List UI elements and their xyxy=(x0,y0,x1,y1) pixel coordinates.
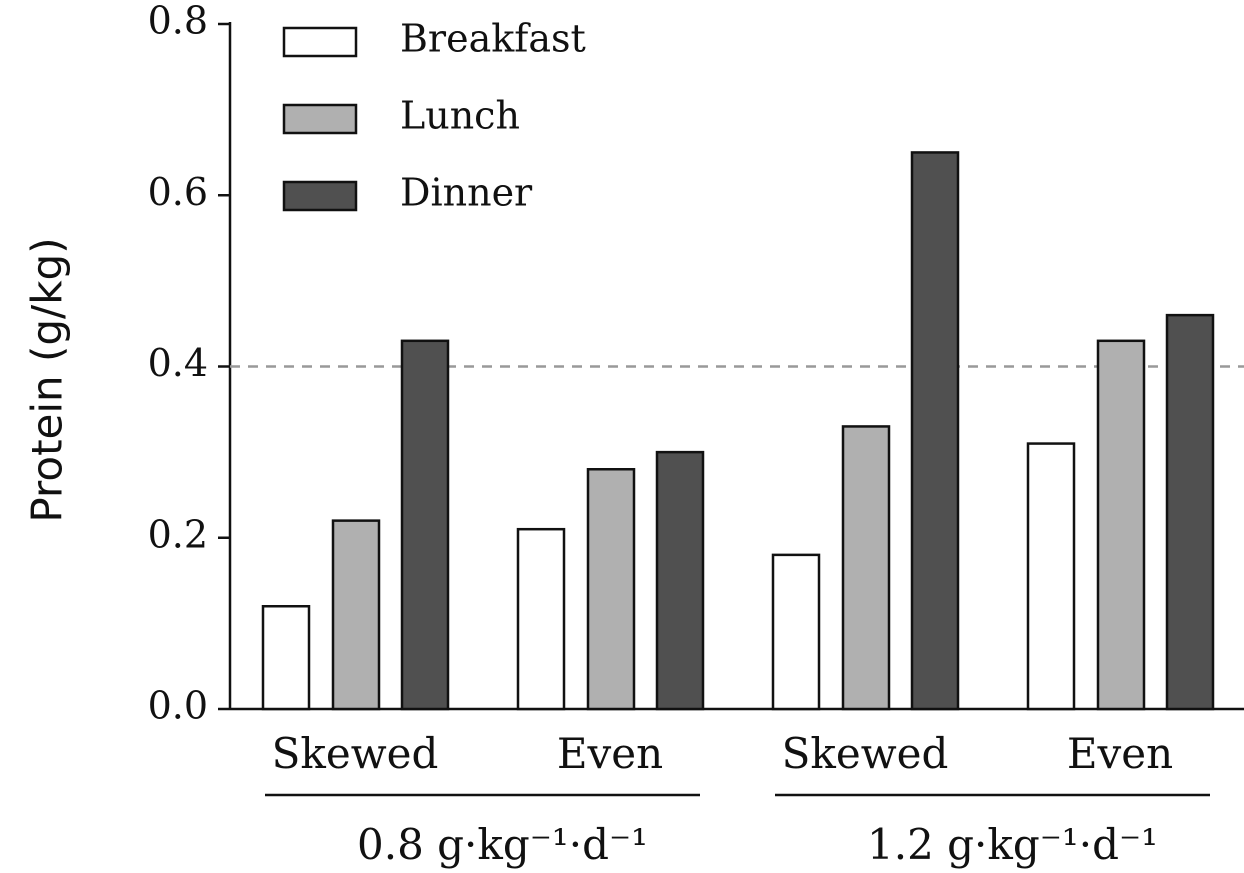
x-tick-label: Skewed xyxy=(782,729,949,778)
bar xyxy=(1165,313,1215,711)
x-tick-label: Even xyxy=(557,729,663,778)
bar xyxy=(1026,442,1076,711)
legend-label: Dinner xyxy=(400,171,533,215)
bar xyxy=(771,553,821,711)
bar xyxy=(841,425,891,711)
bar xyxy=(586,468,636,711)
legend-swatch xyxy=(282,103,358,135)
y-axis-title: Protein (g/kg) xyxy=(23,237,72,522)
x-tick-label: Even xyxy=(1067,729,1173,778)
bar xyxy=(910,151,960,711)
y-tick-label: 0.2 xyxy=(148,512,208,556)
legend-label: Breakfast xyxy=(400,17,586,61)
bar xyxy=(261,605,311,711)
y-tick-label: 0.8 xyxy=(148,0,208,43)
bar xyxy=(516,527,566,711)
legend-swatch xyxy=(282,26,358,58)
group-label: 0.8 g·kg⁻¹·d⁻¹ xyxy=(357,820,648,869)
x-tick-label: Skewed xyxy=(272,729,439,778)
bar xyxy=(400,339,450,711)
y-tick-label: 0.0 xyxy=(148,684,208,728)
bar xyxy=(655,450,705,711)
legend-label: Lunch xyxy=(400,94,520,138)
y-tick-label: 0.6 xyxy=(148,170,208,214)
group-label: 1.2 g·kg⁻¹·d⁻¹ xyxy=(867,820,1158,869)
bar xyxy=(1096,339,1146,711)
legend-swatch xyxy=(282,180,358,212)
bar xyxy=(331,519,381,711)
y-tick-label: 0.4 xyxy=(148,341,208,385)
